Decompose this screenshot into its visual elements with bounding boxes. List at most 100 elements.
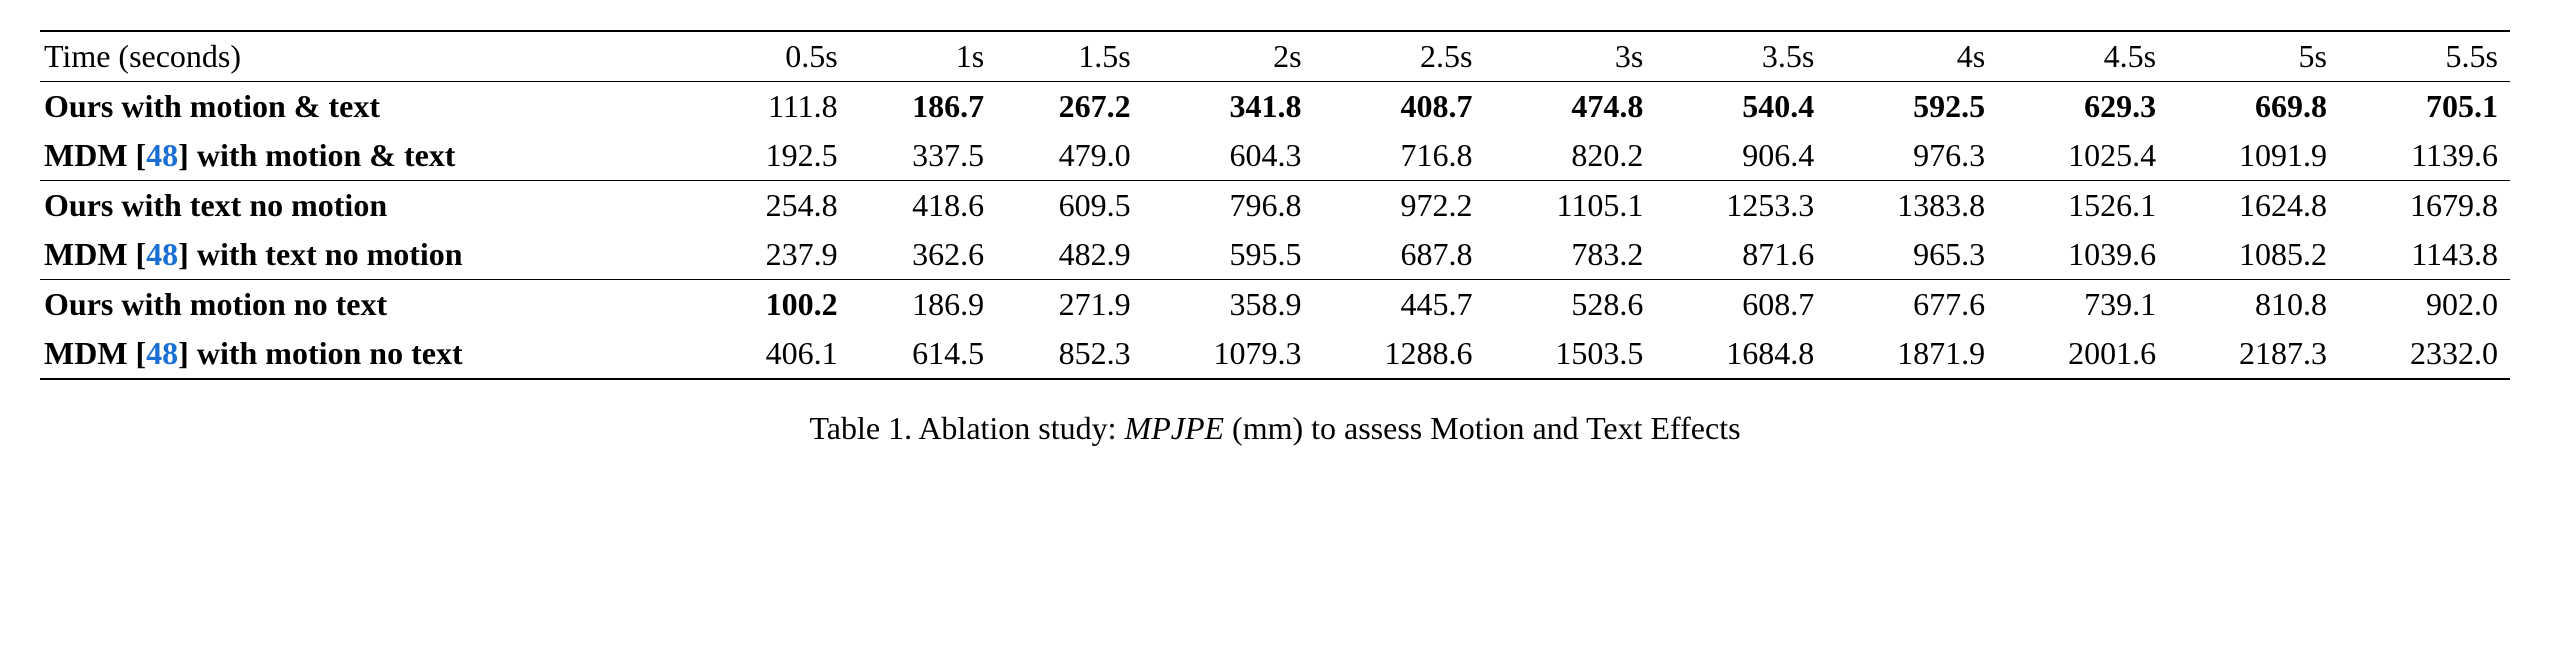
table-cell: 1139.6 <box>2339 131 2510 181</box>
table-cell: 237.9 <box>703 230 849 280</box>
table-cell: 705.1 <box>2339 82 2510 132</box>
column-header: 3s <box>1484 31 1655 82</box>
table-cell: 1383.8 <box>1826 181 1997 231</box>
table-cell: 1679.8 <box>2339 181 2510 231</box>
row-label: MDM [48] with motion & text <box>40 131 703 181</box>
table-cell: 2187.3 <box>2168 329 2339 379</box>
table-cell: 1503.5 <box>1484 329 1655 379</box>
table-cell: 540.4 <box>1655 82 1826 132</box>
row-label: MDM [48] with text no motion <box>40 230 703 280</box>
table-cell: 796.8 <box>1143 181 1314 231</box>
row-label: Ours with motion no text <box>40 280 703 330</box>
citation-link[interactable]: 48 <box>146 236 178 272</box>
table-cell: 479.0 <box>996 131 1142 181</box>
table-cell: 1143.8 <box>2339 230 2510 280</box>
table-cell: 474.8 <box>1484 82 1655 132</box>
table-cell: 1253.3 <box>1655 181 1826 231</box>
table-cell: 716.8 <box>1314 131 1485 181</box>
table-cell: 418.6 <box>850 181 996 231</box>
table-row: Ours with text no motion254.8418.6609.57… <box>40 181 2510 231</box>
table-cell: 100.2 <box>703 280 849 330</box>
table-cell: 341.8 <box>1143 82 1314 132</box>
table-cell: 1085.2 <box>2168 230 2339 280</box>
table-cell: 608.7 <box>1655 280 1826 330</box>
table-cell: 739.1 <box>1997 280 2168 330</box>
table-cell: 528.6 <box>1484 280 1655 330</box>
table-cell: 1105.1 <box>1484 181 1655 231</box>
column-header: 5.5s <box>2339 31 2510 82</box>
table-cell: 871.6 <box>1655 230 1826 280</box>
table-cell: 2332.0 <box>2339 329 2510 379</box>
table-cell: 614.5 <box>850 329 996 379</box>
table-cell: 1025.4 <box>1997 131 2168 181</box>
table-cell: 852.3 <box>996 329 1142 379</box>
table-cell: 1526.1 <box>1997 181 2168 231</box>
table-cell: 972.2 <box>1314 181 1485 231</box>
row-label-suffix: ] with motion no text <box>178 335 462 371</box>
citation-link[interactable]: 48 <box>146 335 178 371</box>
table-cell: 192.5 <box>703 131 849 181</box>
table-cell: 902.0 <box>2339 280 2510 330</box>
row-label: Ours with text no motion <box>40 181 703 231</box>
table-cell: 1871.9 <box>1826 329 1997 379</box>
table-row: MDM [48] with text no motion237.9362.648… <box>40 230 2510 280</box>
table-row: Ours with motion & text111.8186.7267.234… <box>40 82 2510 132</box>
table-row: MDM [48] with motion no text406.1614.585… <box>40 329 2510 379</box>
table-cell: 267.2 <box>996 82 1142 132</box>
table-cell: 2001.6 <box>1997 329 2168 379</box>
table-cell: 271.9 <box>996 280 1142 330</box>
table-cell: 1039.6 <box>1997 230 2168 280</box>
table-cell: 810.8 <box>2168 280 2339 330</box>
table-row: MDM [48] with motion & text192.5337.5479… <box>40 131 2510 181</box>
table-cell: 1079.3 <box>1143 329 1314 379</box>
row-label-prefix: MDM [ <box>44 236 146 272</box>
caption-metric: MPJPE <box>1125 410 1225 446</box>
caption-prefix: Table 1. Ablation study: <box>809 410 1124 446</box>
table-cell: 965.3 <box>1826 230 1997 280</box>
column-header: 2s <box>1143 31 1314 82</box>
table-cell: 358.9 <box>1143 280 1314 330</box>
table-cell: 337.5 <box>850 131 996 181</box>
table-cell: 783.2 <box>1484 230 1655 280</box>
table-cell: 687.8 <box>1314 230 1485 280</box>
table-cell: 592.5 <box>1826 82 1997 132</box>
row-label-prefix: MDM [ <box>44 335 146 371</box>
column-header: 1.5s <box>996 31 1142 82</box>
header-time-label: Time (seconds) <box>40 31 703 82</box>
table-cell: 1624.8 <box>2168 181 2339 231</box>
table-cell: 186.7 <box>850 82 996 132</box>
table-cell: 595.5 <box>1143 230 1314 280</box>
table-body: Ours with motion & text111.8186.7267.234… <box>40 82 2510 380</box>
table-cell: 604.3 <box>1143 131 1314 181</box>
table-cell: 254.8 <box>703 181 849 231</box>
table-cell: 1288.6 <box>1314 329 1485 379</box>
table-header-row: Time (seconds) 0.5s1s1.5s2s2.5s3s3.5s4s4… <box>40 31 2510 82</box>
column-header: 2.5s <box>1314 31 1485 82</box>
column-header: 4.5s <box>1997 31 2168 82</box>
table-cell: 362.6 <box>850 230 996 280</box>
table-cell: 976.3 <box>1826 131 1997 181</box>
table-cell: 906.4 <box>1655 131 1826 181</box>
table-cell: 1091.9 <box>2168 131 2339 181</box>
ablation-table: Time (seconds) 0.5s1s1.5s2s2.5s3s3.5s4s4… <box>40 30 2510 380</box>
column-header: 5s <box>2168 31 2339 82</box>
table-row: Ours with motion no text100.2186.9271.93… <box>40 280 2510 330</box>
row-label-suffix: ] with text no motion <box>178 236 462 272</box>
table-cell: 445.7 <box>1314 280 1485 330</box>
table-cell: 1684.8 <box>1655 329 1826 379</box>
table-cell: 629.3 <box>1997 82 2168 132</box>
table-cell: 482.9 <box>996 230 1142 280</box>
column-header: 4s <box>1826 31 1997 82</box>
column-header: 1s <box>850 31 996 82</box>
column-header: 0.5s <box>703 31 849 82</box>
table-cell: 677.6 <box>1826 280 1997 330</box>
row-label-suffix: ] with motion & text <box>178 137 455 173</box>
table-cell: 669.8 <box>2168 82 2339 132</box>
table-cell: 609.5 <box>996 181 1142 231</box>
row-label: Ours with motion & text <box>40 82 703 132</box>
column-header: 3.5s <box>1655 31 1826 82</box>
row-label-prefix: MDM [ <box>44 137 146 173</box>
row-label: MDM [48] with motion no text <box>40 329 703 379</box>
citation-link[interactable]: 48 <box>146 137 178 173</box>
table-cell: 406.1 <box>703 329 849 379</box>
